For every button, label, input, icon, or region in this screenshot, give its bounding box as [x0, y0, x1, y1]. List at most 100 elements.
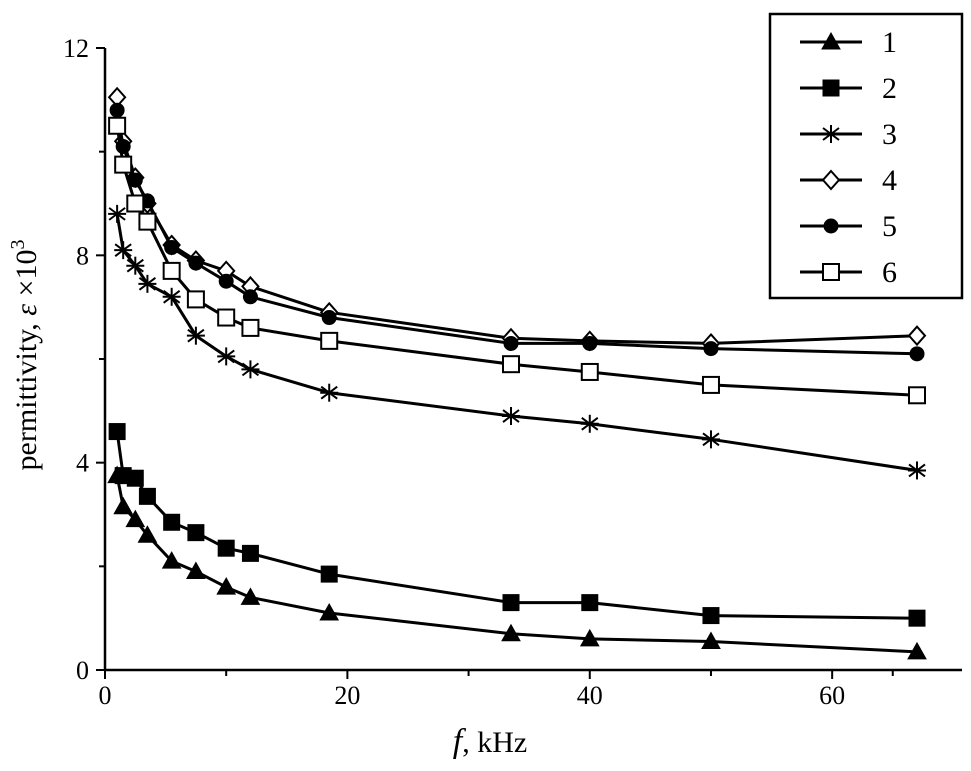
data-point: [186, 326, 205, 345]
data-point: [580, 414, 599, 433]
plot-area: 0 20 40 60 0 4 8 12: [63, 34, 962, 710]
series-5: [109, 102, 925, 362]
data-point: [907, 325, 927, 347]
data-point: [501, 623, 521, 642]
x-axis-title: f, kHz: [453, 723, 527, 760]
data-point: [703, 341, 719, 357]
data-point: [114, 155, 133, 174]
data-point: [701, 375, 720, 394]
data-point: [188, 255, 204, 271]
data-point: [320, 383, 339, 402]
series-group: [107, 86, 927, 660]
data-point: [241, 360, 260, 379]
y-axis-symbol: ε: [10, 304, 43, 316]
legend-label: 2: [882, 72, 897, 105]
legend: 1 2 3 4 5 6: [768, 12, 964, 300]
data-point: [218, 273, 234, 289]
data-point: [216, 577, 237, 595]
data-point: [908, 386, 926, 405]
series-6: [108, 116, 926, 405]
legend-entries: 1 2 3 4 5 6: [800, 26, 897, 289]
data-point: [163, 513, 181, 531]
data-point: [242, 289, 258, 305]
data-point: [241, 544, 259, 562]
data-point: [138, 487, 156, 505]
x-tick-label: 20: [334, 681, 360, 710]
legend-entry: 5: [800, 210, 897, 243]
data-point: [580, 362, 599, 381]
legend-marker: [822, 125, 840, 143]
series-1: [107, 465, 927, 660]
data-point: [161, 551, 182, 569]
y-axis-text: permittivity,: [10, 316, 43, 471]
legend-marker: [821, 31, 841, 50]
data-point: [108, 204, 127, 223]
data-point: [502, 594, 520, 612]
legend-entry: 3: [800, 118, 897, 151]
data-point: [162, 261, 181, 280]
legend-entry: 6: [800, 256, 897, 289]
data-point: [126, 469, 144, 487]
data-point: [241, 318, 260, 337]
x-tick-label: 40: [577, 681, 603, 710]
data-point: [579, 628, 600, 647]
data-point: [138, 212, 157, 231]
data-point: [907, 641, 927, 660]
data-point: [701, 631, 721, 649]
data-point: [702, 607, 720, 625]
axis-ticks: 0 20 40 60 0 4 8 12: [63, 34, 894, 710]
y-axis-title: permittivity, ε ×103: [7, 240, 43, 471]
legend-label: 4: [882, 164, 897, 197]
data-point: [582, 335, 598, 351]
legend-label: 1: [882, 26, 897, 59]
data-point: [125, 509, 146, 528]
data-point: [187, 524, 205, 542]
data-point: [137, 525, 158, 543]
data-point: [502, 355, 520, 374]
data-point: [108, 423, 126, 441]
data-point: [109, 102, 125, 118]
data-point: [162, 287, 181, 306]
data-point: [114, 241, 133, 260]
legend-marker: [822, 79, 840, 97]
data-point: [217, 308, 236, 327]
y-axis-exponent: 3: [7, 240, 29, 250]
y-axis-factor: ×10: [10, 250, 43, 304]
legend-label: 6: [882, 256, 897, 289]
data-point: [186, 290, 205, 309]
x-axis-unit: , kHz: [462, 726, 527, 759]
y-tick-label: 4: [76, 449, 89, 478]
legend-entry: 1: [800, 26, 897, 59]
data-point: [186, 561, 206, 580]
data-point: [321, 310, 337, 326]
data-point: [217, 347, 236, 366]
data-point: [240, 587, 261, 605]
legend-box: [768, 12, 964, 300]
legend-label: 5: [882, 210, 897, 243]
legend-entry: 4: [800, 164, 897, 197]
data-point: [581, 594, 599, 612]
data-point: [320, 565, 338, 583]
legend-marker: [821, 169, 841, 191]
y-tick-label: 0: [76, 656, 89, 685]
data-point: [126, 194, 145, 213]
data-point: [908, 461, 926, 480]
data-point: [113, 496, 134, 515]
series-2: [108, 423, 926, 627]
y-tick-label: 8: [76, 241, 89, 270]
data-point: [126, 256, 145, 275]
series-3: [108, 204, 926, 480]
data-point: [502, 407, 520, 426]
data-point: [164, 240, 180, 256]
x-tick-label: 60: [819, 681, 845, 710]
y-tick-label: 12: [63, 34, 89, 63]
data-point: [217, 539, 235, 557]
data-point: [908, 609, 926, 627]
data-point: [503, 335, 519, 351]
data-point: [319, 602, 340, 621]
legend-marker: [823, 218, 839, 234]
legend-entry: 2: [800, 72, 897, 105]
series-line: [115, 474, 919, 654]
data-point: [909, 346, 925, 362]
